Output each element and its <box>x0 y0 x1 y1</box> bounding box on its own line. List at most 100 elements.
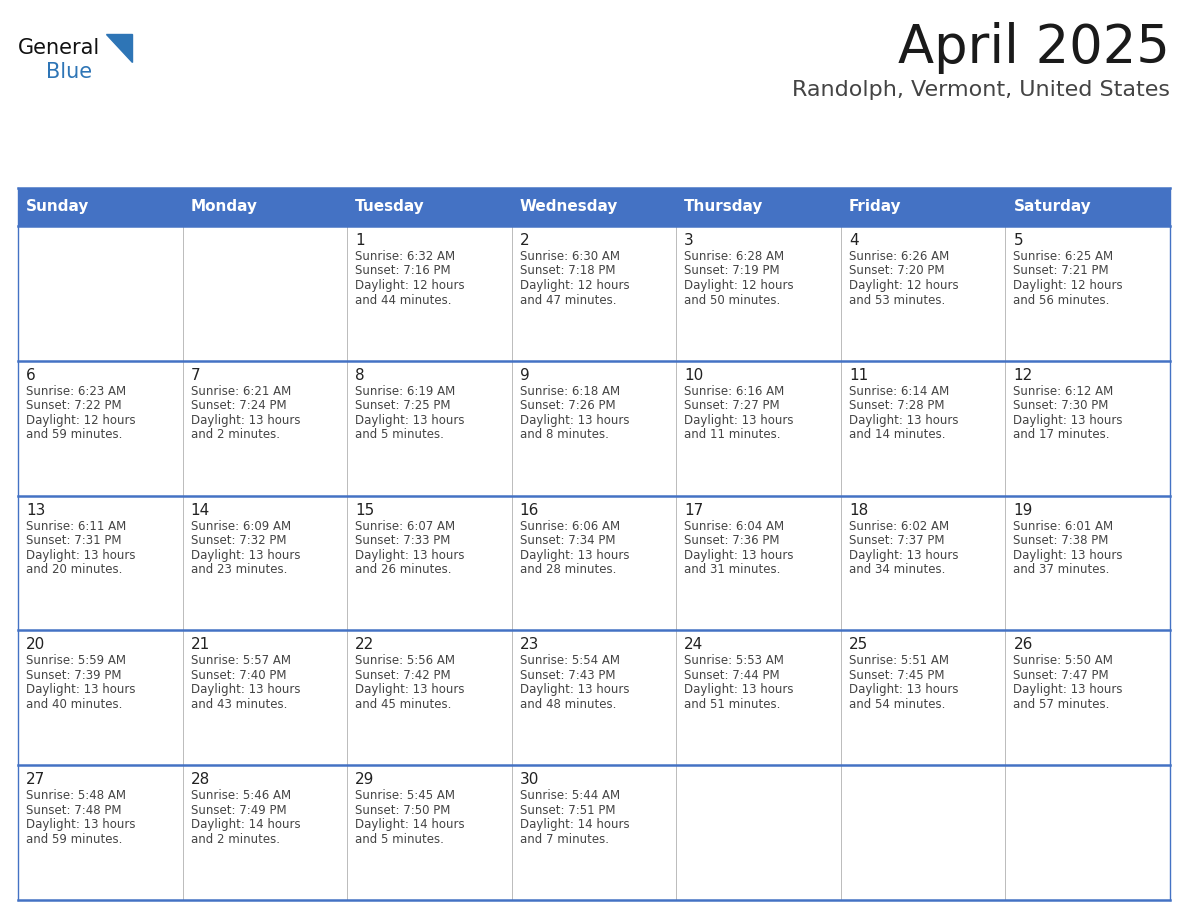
Text: and 34 minutes.: and 34 minutes. <box>849 563 946 577</box>
Text: 23: 23 <box>519 637 539 653</box>
Text: and 8 minutes.: and 8 minutes. <box>519 429 608 442</box>
Text: and 37 minutes.: and 37 minutes. <box>1013 563 1110 577</box>
Text: Sunset: 7:36 PM: Sunset: 7:36 PM <box>684 534 779 547</box>
Text: Sunrise: 5:50 AM: Sunrise: 5:50 AM <box>1013 655 1113 667</box>
Bar <box>18 226 1170 361</box>
Text: Sunrise: 5:44 AM: Sunrise: 5:44 AM <box>519 789 620 802</box>
Text: 18: 18 <box>849 502 868 518</box>
Text: Daylight: 13 hours: Daylight: 13 hours <box>26 683 135 697</box>
Text: Daylight: 13 hours: Daylight: 13 hours <box>684 549 794 562</box>
Text: 24: 24 <box>684 637 703 653</box>
Text: and 11 minutes.: and 11 minutes. <box>684 429 781 442</box>
Text: Sunset: 7:20 PM: Sunset: 7:20 PM <box>849 264 944 277</box>
Text: Sunday: Sunday <box>26 199 89 215</box>
Text: Sunrise: 5:56 AM: Sunrise: 5:56 AM <box>355 655 455 667</box>
Text: April 2025: April 2025 <box>898 22 1170 74</box>
Text: and 40 minutes.: and 40 minutes. <box>26 698 122 711</box>
Text: Sunrise: 6:16 AM: Sunrise: 6:16 AM <box>684 385 784 397</box>
Text: 19: 19 <box>1013 502 1032 518</box>
Text: 1: 1 <box>355 233 365 248</box>
Text: 25: 25 <box>849 637 868 653</box>
Text: and 43 minutes.: and 43 minutes. <box>190 698 287 711</box>
Text: and 14 minutes.: and 14 minutes. <box>849 429 946 442</box>
Text: 29: 29 <box>355 772 374 788</box>
Text: Sunset: 7:34 PM: Sunset: 7:34 PM <box>519 534 615 547</box>
Text: 28: 28 <box>190 772 210 788</box>
Text: 27: 27 <box>26 772 45 788</box>
Text: Daylight: 13 hours: Daylight: 13 hours <box>849 414 959 427</box>
Text: Sunset: 7:16 PM: Sunset: 7:16 PM <box>355 264 450 277</box>
Text: 12: 12 <box>1013 368 1032 383</box>
Text: 17: 17 <box>684 502 703 518</box>
Text: Sunset: 7:47 PM: Sunset: 7:47 PM <box>1013 669 1110 682</box>
Text: Sunrise: 6:09 AM: Sunrise: 6:09 AM <box>190 520 291 532</box>
Text: Sunset: 7:32 PM: Sunset: 7:32 PM <box>190 534 286 547</box>
Text: 7: 7 <box>190 368 201 383</box>
Text: Friday: Friday <box>849 199 902 215</box>
Text: Daylight: 12 hours: Daylight: 12 hours <box>1013 279 1123 292</box>
Text: Daylight: 13 hours: Daylight: 13 hours <box>849 549 959 562</box>
Text: Sunrise: 6:06 AM: Sunrise: 6:06 AM <box>519 520 620 532</box>
Text: and 48 minutes.: and 48 minutes. <box>519 698 617 711</box>
Text: Sunrise: 6:04 AM: Sunrise: 6:04 AM <box>684 520 784 532</box>
Text: Daylight: 13 hours: Daylight: 13 hours <box>355 683 465 697</box>
Text: Daylight: 13 hours: Daylight: 13 hours <box>26 818 135 831</box>
Text: Saturday: Saturday <box>1013 199 1092 215</box>
Text: Sunset: 7:37 PM: Sunset: 7:37 PM <box>849 534 944 547</box>
Text: Daylight: 13 hours: Daylight: 13 hours <box>1013 549 1123 562</box>
Text: Daylight: 12 hours: Daylight: 12 hours <box>355 279 465 292</box>
Text: Daylight: 14 hours: Daylight: 14 hours <box>519 818 630 831</box>
Text: Sunrise: 5:54 AM: Sunrise: 5:54 AM <box>519 655 620 667</box>
Text: Sunset: 7:19 PM: Sunset: 7:19 PM <box>684 264 779 277</box>
Text: Sunrise: 6:14 AM: Sunrise: 6:14 AM <box>849 385 949 397</box>
Text: Daylight: 13 hours: Daylight: 13 hours <box>1013 414 1123 427</box>
Text: Daylight: 13 hours: Daylight: 13 hours <box>355 414 465 427</box>
Polygon shape <box>106 34 132 62</box>
Text: and 31 minutes.: and 31 minutes. <box>684 563 781 577</box>
Text: and 2 minutes.: and 2 minutes. <box>190 429 279 442</box>
Text: and 44 minutes.: and 44 minutes. <box>355 294 451 307</box>
Text: 13: 13 <box>26 502 45 518</box>
Text: Sunrise: 6:19 AM: Sunrise: 6:19 AM <box>355 385 455 397</box>
Text: and 7 minutes.: and 7 minutes. <box>519 833 608 845</box>
Text: Sunset: 7:30 PM: Sunset: 7:30 PM <box>1013 399 1108 412</box>
Text: Sunrise: 6:07 AM: Sunrise: 6:07 AM <box>355 520 455 532</box>
Text: Sunset: 7:24 PM: Sunset: 7:24 PM <box>190 399 286 412</box>
Text: Daylight: 13 hours: Daylight: 13 hours <box>684 414 794 427</box>
Text: and 45 minutes.: and 45 minutes. <box>355 698 451 711</box>
Text: Sunrise: 6:30 AM: Sunrise: 6:30 AM <box>519 250 620 263</box>
Text: Sunset: 7:33 PM: Sunset: 7:33 PM <box>355 534 450 547</box>
Text: Sunset: 7:42 PM: Sunset: 7:42 PM <box>355 669 450 682</box>
Text: and 54 minutes.: and 54 minutes. <box>849 698 946 711</box>
Text: Daylight: 13 hours: Daylight: 13 hours <box>190 414 301 427</box>
Text: Monday: Monday <box>190 199 258 215</box>
Text: Daylight: 13 hours: Daylight: 13 hours <box>849 683 959 697</box>
Text: Daylight: 12 hours: Daylight: 12 hours <box>684 279 794 292</box>
Bar <box>18 631 1170 766</box>
Bar <box>18 361 1170 496</box>
Text: 15: 15 <box>355 502 374 518</box>
Text: Sunrise: 6:26 AM: Sunrise: 6:26 AM <box>849 250 949 263</box>
Text: Sunrise: 5:51 AM: Sunrise: 5:51 AM <box>849 655 949 667</box>
Text: 4: 4 <box>849 233 859 248</box>
Text: 30: 30 <box>519 772 539 788</box>
Text: Sunrise: 6:12 AM: Sunrise: 6:12 AM <box>1013 385 1113 397</box>
Text: and 5 minutes.: and 5 minutes. <box>355 833 444 845</box>
Text: Daylight: 13 hours: Daylight: 13 hours <box>26 549 135 562</box>
Text: Daylight: 13 hours: Daylight: 13 hours <box>519 549 630 562</box>
Text: Sunrise: 6:21 AM: Sunrise: 6:21 AM <box>190 385 291 397</box>
Text: Daylight: 14 hours: Daylight: 14 hours <box>190 818 301 831</box>
Text: Sunrise: 6:32 AM: Sunrise: 6:32 AM <box>355 250 455 263</box>
Text: Daylight: 12 hours: Daylight: 12 hours <box>849 279 959 292</box>
Text: 21: 21 <box>190 637 210 653</box>
Text: Daylight: 13 hours: Daylight: 13 hours <box>1013 683 1123 697</box>
Text: Sunrise: 5:45 AM: Sunrise: 5:45 AM <box>355 789 455 802</box>
Text: and 50 minutes.: and 50 minutes. <box>684 294 781 307</box>
Text: and 2 minutes.: and 2 minutes. <box>190 833 279 845</box>
Text: Sunrise: 5:57 AM: Sunrise: 5:57 AM <box>190 655 291 667</box>
Text: 6: 6 <box>26 368 36 383</box>
Text: Sunrise: 6:25 AM: Sunrise: 6:25 AM <box>1013 250 1113 263</box>
Text: Sunset: 7:21 PM: Sunset: 7:21 PM <box>1013 264 1110 277</box>
Text: 16: 16 <box>519 502 539 518</box>
Text: Wednesday: Wednesday <box>519 199 618 215</box>
